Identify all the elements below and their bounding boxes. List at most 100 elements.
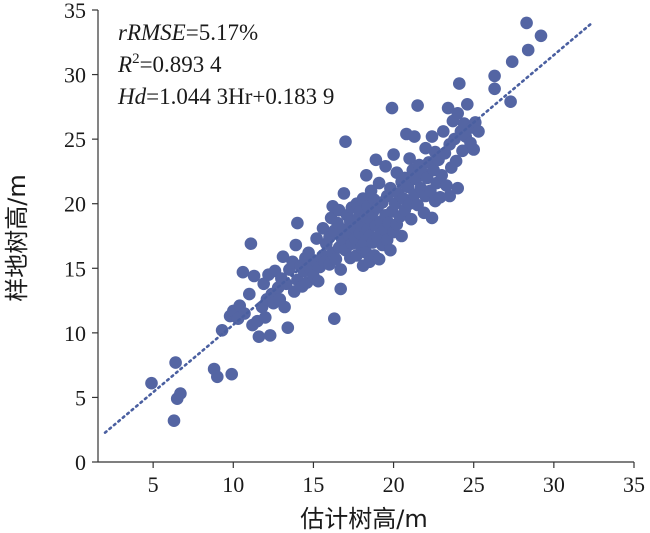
y-tick-label: 25 — [64, 127, 86, 152]
data-point — [449, 154, 463, 168]
data-point — [174, 387, 187, 400]
data-point — [385, 101, 399, 115]
data-point — [384, 243, 397, 257]
data-point — [419, 141, 432, 155]
data-point — [316, 222, 330, 235]
y-tick-label: 5 — [75, 385, 86, 410]
data-point — [411, 99, 424, 112]
x-tick-label: 25 — [463, 472, 485, 497]
equation-name: Hd — [117, 84, 147, 109]
data-point — [372, 252, 386, 266]
data-point — [278, 300, 291, 314]
data-point — [451, 181, 465, 195]
data-point — [425, 211, 439, 225]
x-ticks-layer: 5 10 15 20 25 30 35 — [148, 462, 645, 497]
data-point — [244, 237, 258, 250]
data-point — [404, 212, 418, 226]
data-point — [259, 311, 272, 324]
data-point — [443, 189, 457, 203]
data-point — [395, 229, 408, 243]
data-point — [433, 191, 447, 204]
data-point — [534, 29, 548, 43]
y-axis-title: 样地树高/m — [3, 174, 31, 301]
data-point — [243, 287, 256, 301]
y-tick-label: 0 — [75, 450, 86, 475]
x-tick-label: 30 — [543, 472, 565, 497]
data-point — [339, 135, 352, 148]
data-point — [215, 324, 229, 337]
data-point — [435, 169, 449, 182]
data-point — [369, 153, 383, 167]
y-tick-label: 35 — [64, 0, 86, 23]
data-point — [291, 216, 304, 230]
data-point — [311, 274, 325, 288]
x-axis-title: 估计树高/m — [300, 505, 427, 533]
data-point — [279, 277, 293, 291]
data-point — [440, 179, 453, 192]
data-point — [521, 43, 535, 57]
data-point — [520, 16, 533, 30]
data-point — [408, 130, 421, 143]
data-point — [461, 98, 474, 111]
data-point — [169, 356, 182, 369]
data-point — [437, 125, 450, 138]
rmse-value: =5.17% — [186, 20, 258, 45]
data-point — [337, 187, 351, 200]
x-tick-label: 10 — [222, 472, 244, 497]
data-point — [488, 69, 501, 83]
data-point — [225, 367, 238, 381]
data-point — [145, 376, 158, 390]
data-point — [263, 329, 277, 342]
data-point — [247, 269, 261, 283]
data-point — [281, 321, 295, 335]
y-tick-label: 20 — [64, 192, 86, 217]
data-point — [372, 176, 386, 190]
data-point — [379, 160, 392, 173]
data-point — [456, 144, 469, 158]
rmse-annotation: rRMSE=5.17% — [118, 20, 258, 45]
data-point — [252, 330, 266, 344]
axes-layer — [97, 10, 634, 463]
data-point — [505, 55, 519, 68]
data-point — [425, 130, 439, 143]
data-point — [453, 77, 466, 90]
y-ticks-layer: 0 5 10 15 20 25 30 35 — [64, 0, 98, 475]
y-tick-label: 15 — [64, 256, 86, 281]
data-point — [488, 82, 501, 96]
data-point — [387, 148, 400, 161]
data-point — [504, 95, 517, 108]
data-point — [360, 169, 373, 182]
data-point — [441, 101, 455, 115]
data-point — [328, 312, 341, 326]
data-point — [472, 125, 485, 138]
data-point — [403, 152, 416, 165]
data-point — [167, 414, 181, 428]
data-point — [310, 232, 323, 245]
x-tick-label: 20 — [383, 472, 405, 497]
fit-line-layer — [103, 22, 593, 434]
r2-name: R — [117, 52, 132, 77]
x-tick-label: 15 — [302, 472, 324, 497]
data-point — [329, 252, 343, 266]
data-point — [238, 307, 251, 320]
equation-value: =1.044 3Hr+0.183 9 — [146, 84, 334, 109]
data-point — [276, 250, 290, 263]
rmse-name: rRMSE — [118, 20, 186, 45]
x-tick-label: 35 — [623, 472, 645, 497]
data-point — [211, 370, 224, 384]
data-point — [451, 107, 465, 120]
data-point — [334, 282, 348, 296]
y-tick-label: 30 — [64, 63, 86, 88]
data-point — [289, 238, 303, 252]
r2-superscript: 2 — [132, 51, 140, 67]
data-point — [236, 265, 250, 279]
data-point — [467, 143, 481, 156]
r2-annotation: R2=0.893 4 — [117, 51, 222, 77]
points-layer — [145, 16, 548, 428]
data-point — [334, 263, 348, 276]
r2-value: =0.893 4 — [140, 52, 222, 77]
fit-line — [103, 22, 593, 434]
equation-annotation: Hd=1.044 3Hr+0.183 9 — [117, 84, 334, 109]
x-tick-label: 5 — [148, 472, 159, 497]
